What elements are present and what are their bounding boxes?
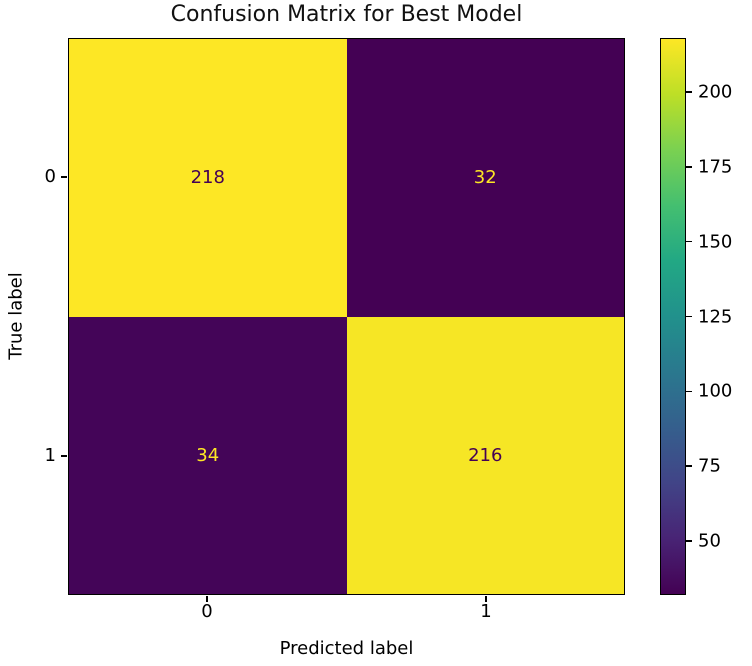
colorbar-tickmark-50 <box>686 540 692 542</box>
matrix-cell-1-1: 216 <box>346 316 624 594</box>
colorbar <box>660 38 686 595</box>
x-tick-label-0: 0 <box>201 601 213 622</box>
colorbar-tick-label-175: 175 <box>698 156 733 178</box>
y-tickmark-0 <box>61 176 67 178</box>
colorbar-tick-label-200: 200 <box>698 81 733 103</box>
x-tickmark-0 <box>206 596 208 602</box>
colorbar-tick-label-125: 125 <box>698 306 733 327</box>
chart-title: Confusion Matrix for Best Model <box>170 2 523 27</box>
colorbar-tickmark-100 <box>686 390 692 393</box>
colorbar-tick-label-100: 100 <box>698 380 733 402</box>
colorbar-tick-label-150: 150 <box>698 231 733 253</box>
colorbar-tick-label-75: 75 <box>698 455 721 477</box>
cell-value-0-1: 32 <box>473 167 497 189</box>
colorbar-tick-label-50: 50 <box>698 530 721 552</box>
matrix-cell-1-0: 34 <box>69 316 347 594</box>
colorbar-tickmark-150 <box>686 240 692 243</box>
colorbar-tickmark-75 <box>686 465 692 467</box>
cell-value-1-1: 216 <box>468 444 503 466</box>
cell-value-1-0: 34 <box>196 444 220 466</box>
matrix-cell-0-1: 32 <box>346 39 624 317</box>
colorbar-tickmark-125 <box>686 315 692 318</box>
cell-value-0-0: 218 <box>190 167 225 189</box>
heatmap-plot: 218 32 34 216 <box>68 38 625 595</box>
x-axis-label: Predicted label <box>279 638 414 659</box>
matrix-cell-0-0: 218 <box>69 39 347 317</box>
y-tick-label-0: 0 <box>44 166 56 187</box>
y-axis-label: True label <box>5 272 27 360</box>
colorbar-tickmark-175 <box>686 166 692 168</box>
x-tick-label-1: 1 <box>480 601 492 622</box>
y-tickmark-1 <box>61 455 67 457</box>
y-tick-label-1: 1 <box>44 445 56 466</box>
colorbar-tickmark-200 <box>686 91 692 93</box>
x-tickmark-1 <box>485 596 487 602</box>
